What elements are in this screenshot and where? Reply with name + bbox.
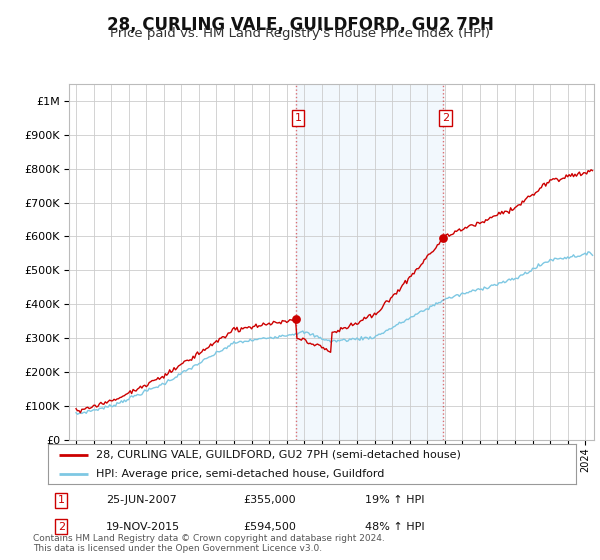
Text: Contains HM Land Registry data © Crown copyright and database right 2024.
This d: Contains HM Land Registry data © Crown c…	[33, 534, 385, 553]
Text: 25-JUN-2007: 25-JUN-2007	[106, 495, 177, 505]
Text: Price paid vs. HM Land Registry's House Price Index (HPI): Price paid vs. HM Land Registry's House …	[110, 27, 490, 40]
Text: 48% ↑ HPI: 48% ↑ HPI	[365, 522, 424, 532]
Point	[438, 234, 448, 242]
Point	[291, 315, 301, 324]
Text: 2: 2	[442, 113, 449, 123]
Text: 2: 2	[58, 522, 65, 532]
Text: 1: 1	[58, 495, 65, 505]
Text: 19-NOV-2015: 19-NOV-2015	[106, 522, 180, 532]
Text: 1: 1	[295, 113, 302, 123]
Bar	[296, 84, 443, 440]
Text: HPI: Average price, semi-detached house, Guildford: HPI: Average price, semi-detached house,…	[95, 469, 384, 479]
Text: 28, CURLING VALE, GUILDFORD, GU2 7PH (semi-detached house): 28, CURLING VALE, GUILDFORD, GU2 7PH (se…	[95, 450, 460, 460]
Text: 19% ↑ HPI: 19% ↑ HPI	[365, 495, 424, 505]
Text: £594,500: £594,500	[244, 522, 296, 532]
Text: 28, CURLING VALE, GUILDFORD, GU2 7PH: 28, CURLING VALE, GUILDFORD, GU2 7PH	[107, 16, 493, 34]
Text: £355,000: £355,000	[244, 495, 296, 505]
